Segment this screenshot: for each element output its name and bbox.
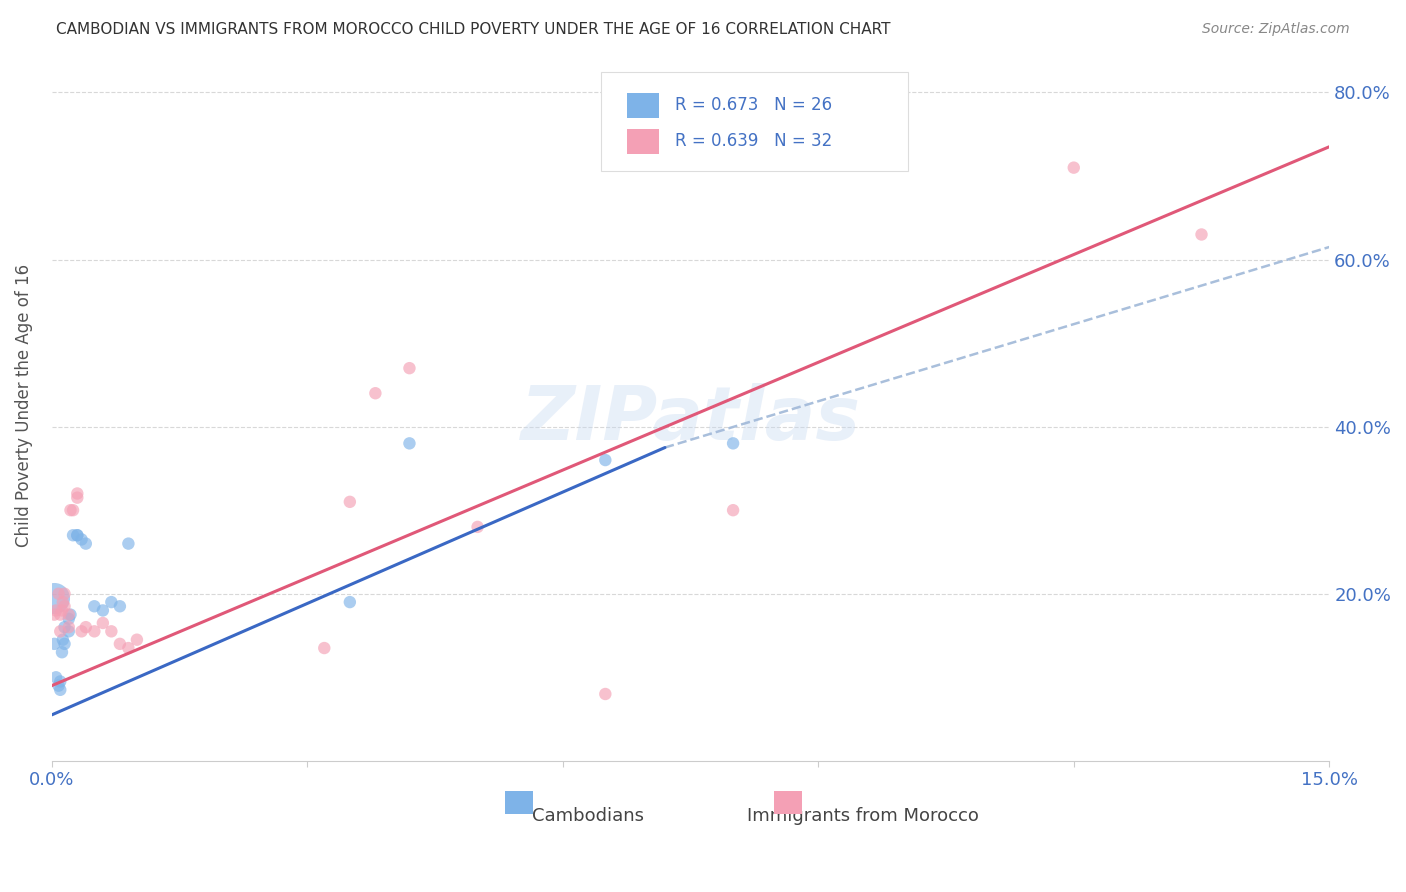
Point <box>70 533 93 547</box>
Point <box>44 607 66 622</box>
FancyBboxPatch shape <box>627 94 658 118</box>
Point <box>51 603 73 617</box>
Point <box>44 591 66 605</box>
FancyBboxPatch shape <box>602 72 908 171</box>
Point <box>44 637 66 651</box>
Point <box>62 528 84 542</box>
Point <box>45 603 67 617</box>
Point <box>467 520 489 534</box>
Point <box>49 682 72 697</box>
Text: CAMBODIAN VS IMMIGRANTS FROM MOROCCO CHILD POVERTY UNDER THE AGE OF 16 CORRELATI: CAMBODIAN VS IMMIGRANTS FROM MOROCCO CHI… <box>56 22 891 37</box>
FancyBboxPatch shape <box>627 128 658 153</box>
Point <box>83 599 105 614</box>
Point <box>48 587 70 601</box>
Point <box>53 599 76 614</box>
Y-axis label: Child Poverty Under the Age of 16: Child Poverty Under the Age of 16 <box>15 264 32 548</box>
Point <box>398 436 420 450</box>
Point <box>58 612 80 626</box>
Point <box>53 637 76 651</box>
Point <box>117 641 139 656</box>
Point <box>53 587 76 601</box>
Point <box>595 687 617 701</box>
Point <box>52 632 75 647</box>
Text: Source: ZipAtlas.com: Source: ZipAtlas.com <box>1202 22 1350 37</box>
Text: ZIPatlas: ZIPatlas <box>520 384 860 457</box>
Text: Immigrants from Morocco: Immigrants from Morocco <box>747 807 979 825</box>
Point <box>58 620 80 634</box>
Point <box>51 645 73 659</box>
Point <box>49 624 72 639</box>
FancyBboxPatch shape <box>505 791 533 814</box>
Text: R = 0.639   N = 32: R = 0.639 N = 32 <box>675 132 832 150</box>
Point <box>100 624 122 639</box>
Point <box>70 624 93 639</box>
Point <box>58 624 80 639</box>
Point <box>75 536 97 550</box>
Point <box>66 528 89 542</box>
Point <box>364 386 387 401</box>
Point <box>1063 161 1085 175</box>
Point <box>62 503 84 517</box>
Point <box>45 670 67 684</box>
Point <box>721 436 744 450</box>
Point <box>91 615 114 630</box>
FancyBboxPatch shape <box>773 791 801 814</box>
Point <box>49 674 72 689</box>
Point <box>595 453 617 467</box>
Point <box>339 595 361 609</box>
Point <box>53 620 76 634</box>
Point <box>100 595 122 609</box>
Point <box>108 599 131 614</box>
Point <box>49 607 72 622</box>
Point <box>83 624 105 639</box>
Point <box>66 486 89 500</box>
Point <box>59 503 82 517</box>
Point <box>1191 227 1213 242</box>
Point <box>314 641 336 656</box>
Point <box>398 361 420 376</box>
Point <box>721 503 744 517</box>
Text: Cambodians: Cambodians <box>533 807 644 825</box>
Point <box>66 528 89 542</box>
Point <box>125 632 148 647</box>
Point <box>66 491 89 505</box>
Text: R = 0.673   N = 26: R = 0.673 N = 26 <box>675 96 832 114</box>
Point <box>339 495 361 509</box>
Point <box>91 603 114 617</box>
Point <box>108 637 131 651</box>
Point <box>52 595 75 609</box>
Point <box>58 607 80 622</box>
Point <box>75 620 97 634</box>
Point <box>48 679 70 693</box>
Point <box>59 607 82 622</box>
Point <box>117 536 139 550</box>
